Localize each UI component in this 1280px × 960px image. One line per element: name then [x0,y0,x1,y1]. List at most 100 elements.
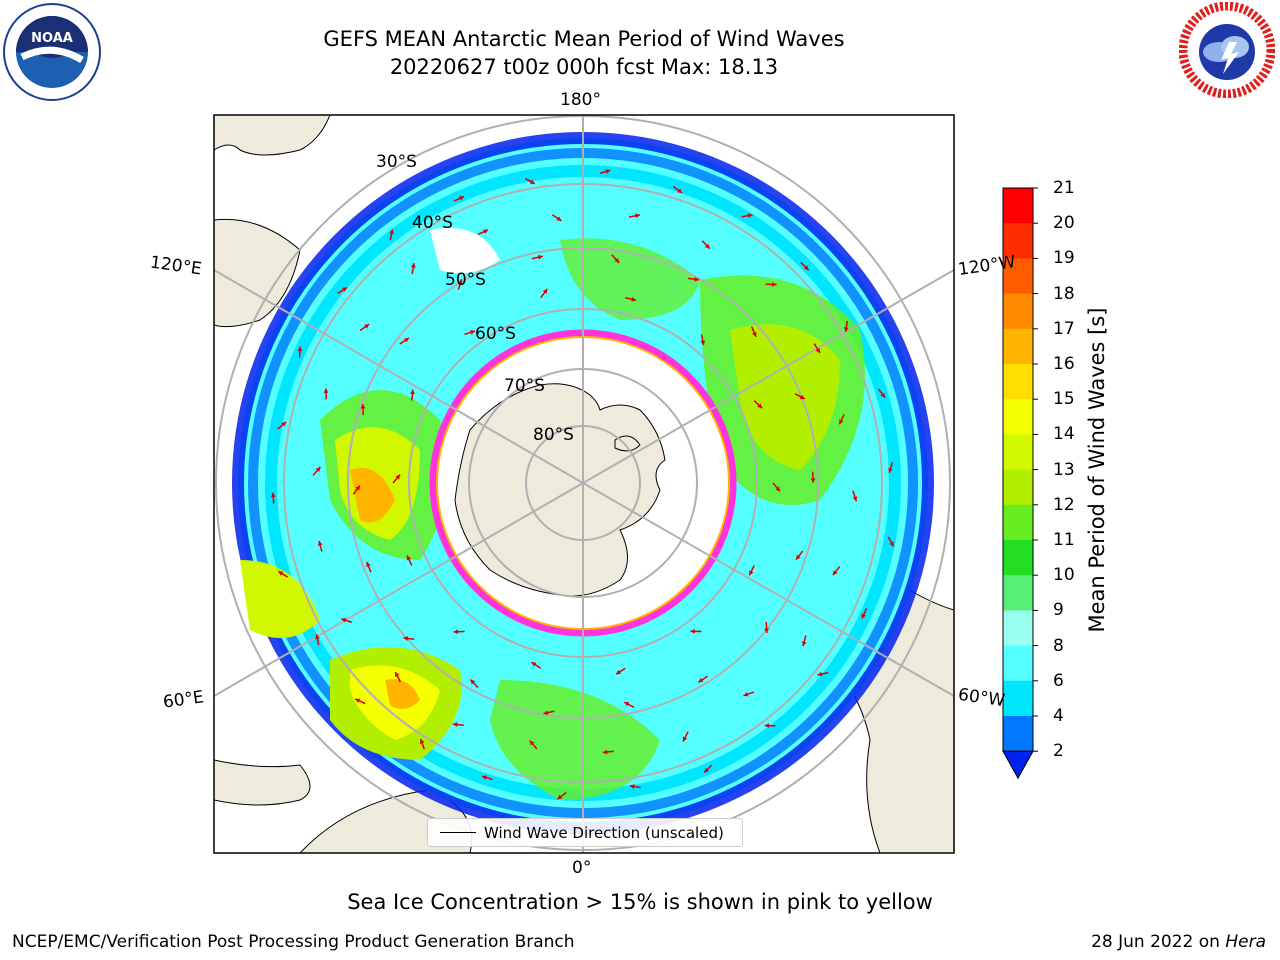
wave-direction-arrowhead [366,562,371,568]
wind-wave-arrows [270,169,895,800]
wave-direction-arrowhead [843,327,849,332]
lat-label-40s: 40°S [412,213,453,233]
colorbar-tick-label: 13 [1053,459,1075,480]
nws-logo [1179,2,1275,98]
wave-direction-arrowhead [360,404,366,409]
colorbar [1002,187,1038,780]
wave-direction-arrowhead [355,485,360,491]
wave-direction-arrowhead [315,634,320,640]
wave-direction-arrowhead [815,348,820,354]
wave-direction-arrowhead [677,188,683,194]
wave-direction-arrowhead [682,736,688,742]
colorbar-bin [1003,680,1033,717]
wave-direction-arrowhead [752,331,757,337]
wave-direction-arrowhead [389,229,394,235]
date-text: 28 Jun 2022 on [1091,932,1226,952]
map-legend: Wind Wave Direction (unscaled) [427,818,743,847]
colorbar-bin [1003,716,1033,752]
wave-direction-arrowhead [810,478,816,483]
colorbar-bin [1003,258,1033,295]
antarctica [454,383,666,597]
wave-direction-arrowhead [772,282,777,287]
wave-direction-arrowhead [852,496,858,502]
wave-direction-arrowhead [482,775,487,780]
wave-direction-arrowhead [757,403,763,409]
wave-direction-arrowhead [832,570,838,576]
wave-direction-arrowhead [801,641,807,647]
wave-direction-arrowhead [700,340,706,346]
colorbar-bin [1003,328,1033,365]
wave-direction-arrowhead [410,389,415,395]
wave-direction-arrowhead [317,540,323,546]
wave-direction-arrowhead [704,767,709,773]
colorbar-bin [1003,188,1033,224]
wave-direction-arrowhead [861,613,866,619]
colorbar-tick-label: 21 [1053,178,1075,198]
wave-direction-arrowhead [743,691,749,697]
colorbar-tick-label: 12 [1053,494,1075,515]
legend-label: Wind Wave Direction (unscaled) [484,823,724,842]
wave-direction-arrowhead [458,279,463,285]
colorbar-label: Mean Period of Wind Waves [s] [1085,307,1109,633]
wave-direction-arrowhead [403,636,409,641]
colorbar-bin [1003,223,1033,259]
wave-direction-arrowhead [395,474,401,480]
wave-direction-arrowhead [799,394,805,399]
wave-direction-arrowhead [453,629,458,635]
wave-direction-arrowhead [411,263,416,268]
colorbar-bin [1003,364,1033,400]
colorbar-tick-label: 18 [1053,283,1075,304]
noaa-logo: NOAA [3,3,101,101]
wave-direction-arrowhead [690,628,695,634]
colorbar-bin [1003,540,1033,576]
map-frame [213,114,955,854]
wave-direction-arrowhead [341,617,347,623]
wave-direction-arrowhead [705,243,710,249]
host-name: Hera [1225,932,1266,952]
wave-direction-arrowhead [315,467,321,472]
wave-direction-arrowhead [323,388,329,393]
wave-direction-arrowhead [616,669,622,675]
legend-line-icon [440,832,476,833]
wave-direction-arrowhead [470,679,476,685]
wave-direction-arrowhead [605,169,611,174]
graticule [214,115,954,853]
wave-direction-arrowhead [557,794,563,800]
wave-direction-arrowhead [880,392,886,398]
wave-direction-arrowhead [817,671,823,677]
lat-label-70s: 70°S [504,376,545,396]
wave-direction-arrowhead [529,740,535,746]
colorbar-bin [1003,399,1033,435]
wave-direction-arrowhead [459,196,465,201]
lat-label-60s: 60°S [475,324,516,344]
colorbar-tick-label: 17 [1053,318,1075,339]
wave-direction-arrowhead [406,555,412,561]
colorbar-bin [1003,434,1033,471]
wave-direction-arrowhead [452,722,458,727]
chart-subtitle: 20220627 t00z 000h fcst Max: 18.13 [389,55,779,79]
wave-direction-arrowhead [470,330,475,335]
wave-direction-arrowhead [297,346,303,352]
svg-text:NOAA: NOAA [31,31,73,46]
wave-direction-arrowhead [749,570,754,576]
colorbar-tick-label: 10 [1053,565,1075,586]
colorbar-tick-label: 4 [1053,706,1064,726]
wave-direction-arrowhead [764,628,769,634]
wave-direction-arrowhead [698,677,704,683]
wave-direction-arrowhead [419,738,425,744]
wave-direction-arrowhead [529,179,535,184]
wave-direction-arrowhead [543,710,549,716]
wave-direction-arrowhead [796,554,801,560]
colorbar-tick-label: 19 [1053,248,1075,269]
colorbar-tick-label: 9 [1053,600,1064,621]
colorbar-tick-label: 2 [1053,741,1064,762]
colorbar-tick-label: 14 [1053,424,1075,445]
colorbar-bin [1003,293,1033,330]
wave-direction-arrowhead [694,276,700,282]
wave-direction-arrowhead [395,672,400,678]
colorbar-bin [1003,610,1033,647]
wave-direction-arrowhead [270,492,276,498]
wave-direction-arrowhead [404,338,410,343]
colorbar-bin [1003,504,1033,541]
